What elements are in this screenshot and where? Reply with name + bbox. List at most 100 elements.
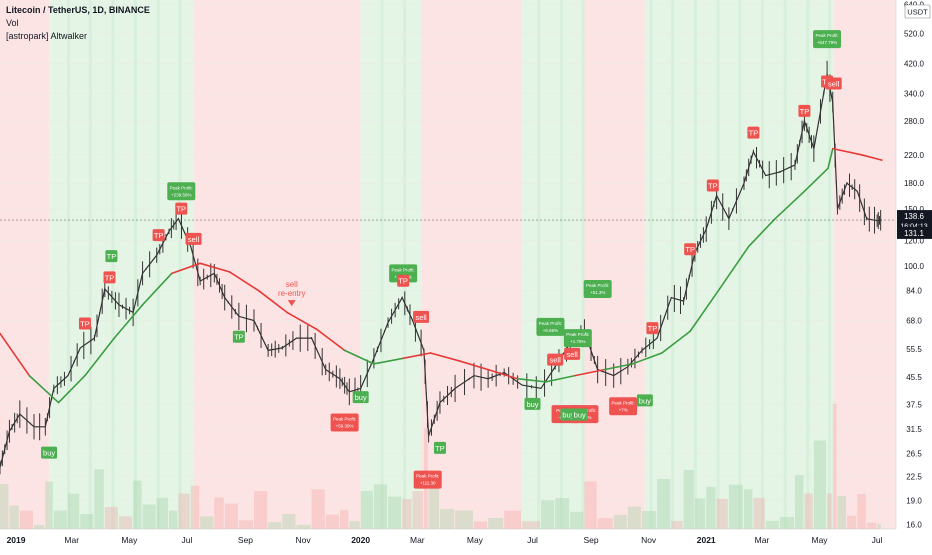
volume-bar: [142, 504, 156, 529]
peak-profit-box: [583, 280, 612, 299]
volume-bar: [19, 510, 33, 529]
regime-background: [0, 0, 896, 529]
peak-profit-label: Peak Profit: +59.39%: [330, 413, 359, 432]
reentry-label-line2: re-entry: [278, 289, 306, 298]
ma-segment: [402, 352, 432, 360]
volume-bar: [224, 503, 238, 529]
volume-indicator-label[interactable]: Vol: [6, 18, 19, 28]
price-axis-bg: [896, 0, 932, 550]
y-tick-label: 220.0: [904, 151, 925, 160]
signal-TP: TP: [232, 330, 245, 343]
secondary-price-tag: [897, 226, 932, 239]
y-tick-label: 55.5: [906, 345, 922, 354]
volume-bar: [555, 498, 570, 529]
bull-stripe: [716, 0, 720, 529]
volume-bar: [827, 493, 832, 529]
signal-TP: TP: [397, 274, 410, 287]
volume-bar: [45, 481, 53, 529]
volume-bar: [156, 497, 169, 529]
reentry-label-line1: sell: [286, 280, 298, 289]
y-tick-label: 68.0: [906, 316, 922, 325]
bull-stripe: [559, 0, 563, 529]
signal-TP: TP: [706, 179, 719, 192]
bull-stripe: [537, 0, 541, 529]
volume-bar: [522, 521, 540, 529]
peak-profit-caption: Peak Profit:: [170, 185, 193, 190]
signal-text: TP: [435, 444, 445, 453]
bull-stripe: [178, 0, 182, 529]
signal-text: TP: [105, 273, 115, 282]
bull-stripe: [693, 0, 697, 529]
volume-bar: [412, 491, 423, 529]
signal-text: sell: [188, 235, 200, 244]
signal-badge: [646, 322, 659, 335]
signal-badge: [78, 317, 91, 330]
volume-bar: [339, 510, 349, 529]
signal-text: sell: [828, 80, 840, 89]
x-tick-label: 2021: [697, 535, 716, 545]
peak-profit-label: Peak Profit: +7%: [609, 397, 638, 416]
signal-badge: [175, 202, 188, 215]
ma-segment: [544, 374, 576, 383]
currency-label: USDT: [907, 8, 928, 17]
chart-legend: Litecoin / TetherUS, 1D, BINANCE Vol [as…: [6, 4, 150, 43]
ma-segment: [827, 147, 834, 170]
peak-profit-label: Peak Profit: +111.30: [413, 470, 442, 489]
volume-bar: [9, 505, 19, 529]
volume-bar: [360, 490, 373, 529]
signal-TP: TP: [103, 271, 116, 284]
peak-profit-caption: Peak Profit:: [392, 267, 415, 272]
volume-bar: [311, 489, 325, 529]
bull-stripe: [738, 0, 742, 529]
signal-text: buy: [562, 411, 574, 420]
y-tick-label: 520.0: [904, 30, 925, 39]
volume-bar: [253, 491, 268, 529]
peak-profit-caption: Peak Profit:: [815, 33, 838, 38]
peak-profit-value: +111.30: [420, 481, 436, 486]
signal-buy: buy: [524, 397, 541, 410]
peak-profit-caption: Peak Profit:: [539, 321, 562, 326]
peak-profit-label: Peak Profit: +6.65%: [536, 317, 565, 336]
ma-segment: [861, 154, 883, 161]
signal-badge: [571, 408, 588, 421]
ma-segment: [747, 217, 776, 248]
ma-segment: [718, 245, 750, 290]
volume-bar: [373, 484, 388, 529]
regime-band-bull: [49, 0, 194, 529]
symbol-title[interactable]: Litecoin / TetherUS, 1D, BINANCE: [6, 5, 150, 15]
peak-profit-label: Peak Profit: +51.3%: [583, 280, 612, 299]
x-tick-label: Mar: [755, 535, 770, 545]
volume-bar: [169, 510, 178, 529]
signal-text: TP: [708, 181, 718, 190]
volume-bar: [455, 510, 473, 529]
signal-TP: TP: [175, 202, 188, 215]
ma-segment: [631, 352, 663, 365]
peak-profit-value: +7%: [619, 407, 628, 412]
current-price-value: 138.6: [904, 212, 925, 221]
signal-badge: [564, 347, 581, 360]
signal-text: TP: [234, 333, 244, 342]
peak-profit-box: [813, 30, 842, 49]
x-tick-label: Nov: [641, 535, 657, 545]
signal-TP: TP: [105, 250, 118, 263]
ma-segment: [574, 368, 606, 377]
peak-profit-label: Peak Profit: +1.75%: [563, 329, 592, 348]
x-tick-label: Jul: [182, 535, 193, 545]
altwalker-indicator-label[interactable]: [astropark] Altwalker: [6, 31, 88, 41]
x-tick-label: 2020: [351, 535, 370, 545]
volume-bar: [402, 498, 412, 529]
ma-segment: [113, 304, 144, 339]
peak-profit-caption: Peak Profit:: [566, 332, 589, 337]
signal-text: TP: [685, 245, 695, 254]
x-tick-label: Sep: [583, 535, 598, 545]
ma-segment: [516, 377, 547, 383]
signal-markers: buy TP TP TP TP TP sell TP buy TP sell TP buy sell buy…: [41, 75, 842, 459]
ma-segment: [661, 330, 691, 354]
signal-badge: [103, 271, 116, 284]
time-axis: 2019 Mar May Jul Sep Nov 2020 Mar May Jul Sep Nov 20…: [0, 528, 932, 550]
signal-badge: [706, 179, 719, 192]
bull-stripe: [783, 0, 787, 529]
volume-bar: [765, 520, 779, 529]
